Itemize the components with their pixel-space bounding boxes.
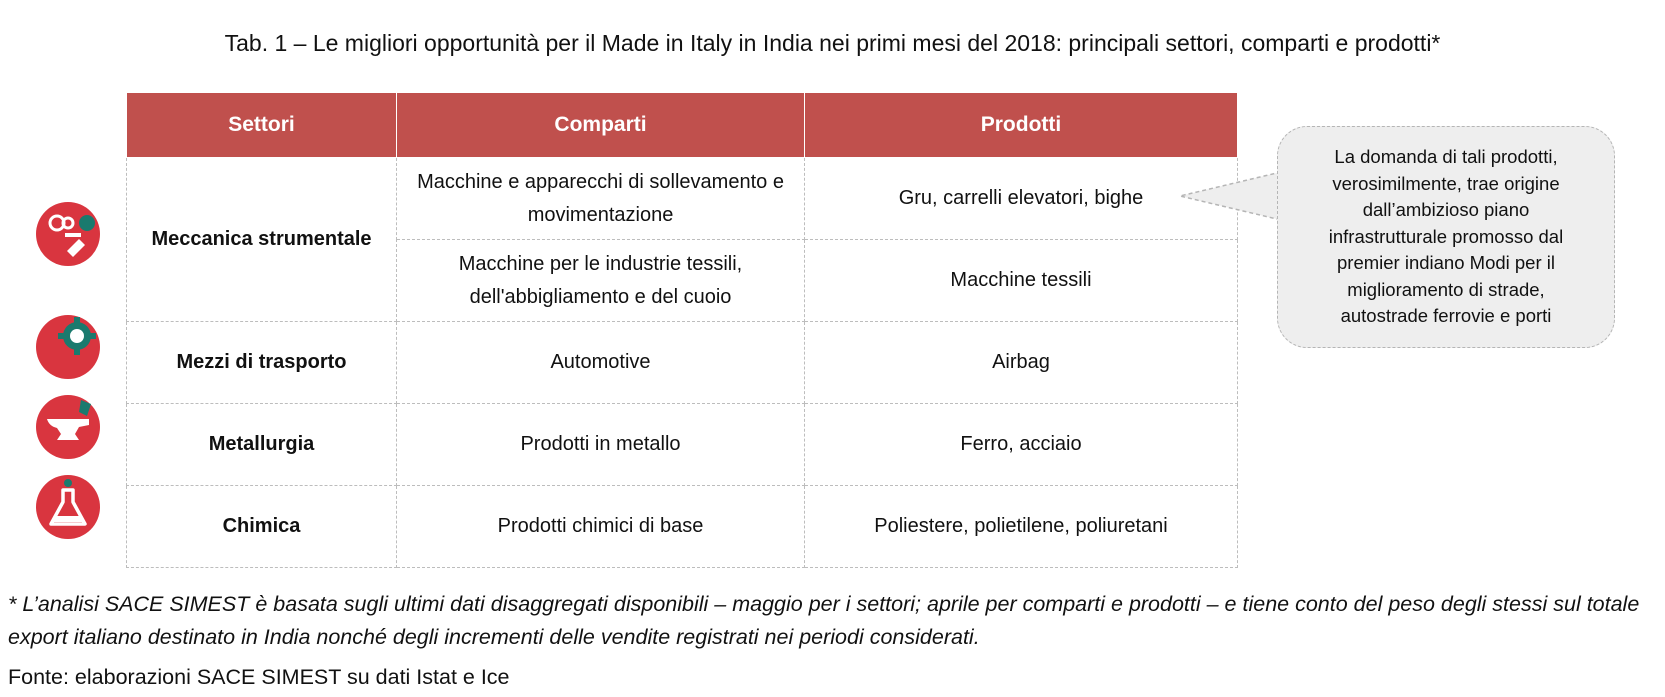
comparto-cell: Macchine per le industrie tessili, dell'… <box>396 239 805 322</box>
prodotti-cell: Airbag <box>804 321 1238 404</box>
table-row: Mezzi di trasporto Automotive Airbag <box>126 321 1238 404</box>
sector-cell: Mezzi di trasporto <box>126 321 397 404</box>
header-prodotti: Prodotti <box>804 92 1238 158</box>
table-row: Meccanica strumentale Macchine e apparec… <box>126 157 1238 322</box>
header-settori: Settori <box>126 92 397 158</box>
flask-icon <box>35 474 101 540</box>
gears-icon <box>35 201 101 267</box>
gear-car-icon <box>35 314 101 380</box>
opportunities-table: Settori Comparti Prodotti Meccanica stru… <box>126 92 1238 568</box>
table-header-row: Settori Comparti Prodotti <box>126 92 1238 158</box>
sector-cell: Meccanica strumentale <box>126 157 397 322</box>
table-row: Chimica Prodotti chimici di base Poliest… <box>126 485 1238 568</box>
sector-cell: Chimica <box>126 485 397 568</box>
prodotti-cell: Ferro, acciaio <box>804 403 1238 486</box>
prodotti-cell: Gru, carrelli elevatori, bighe <box>804 157 1238 240</box>
header-comparti: Comparti <box>396 92 805 158</box>
source-line: Fonte: elaborazioni SACE SIMEST su dati … <box>8 665 510 689</box>
anvil-icon <box>35 394 101 460</box>
table-title: Tab. 1 – Le migliori opportunità per il … <box>224 30 1441 56</box>
sector-cell: Metallurgia <box>126 403 397 486</box>
table-row: Macchine per le industrie tessili, dell'… <box>127 239 1238 322</box>
comparto-cell: Macchine e apparecchi di sollevamento e … <box>396 157 805 240</box>
table-row: Metallurgia Prodotti in metallo Ferro, a… <box>126 403 1238 486</box>
callout-bubble: La domanda di tali prodotti, verosimilme… <box>1277 126 1615 348</box>
prodotti-cell: Macchine tessili <box>804 239 1238 322</box>
callout-pointer <box>1179 171 1282 221</box>
footnote: * L’analisi SACE SIMEST è basata sugli u… <box>8 592 1640 649</box>
prodotti-cell: Poliestere, polietilene, poliuretani <box>804 485 1238 568</box>
comparto-cell: Prodotti in metallo <box>396 403 805 486</box>
comparto-cell: Prodotti chimici di base <box>396 485 805 568</box>
callout-text: La domanda di tali prodotti, verosimilme… <box>1328 146 1564 327</box>
comparto-cell: Automotive <box>396 321 805 404</box>
